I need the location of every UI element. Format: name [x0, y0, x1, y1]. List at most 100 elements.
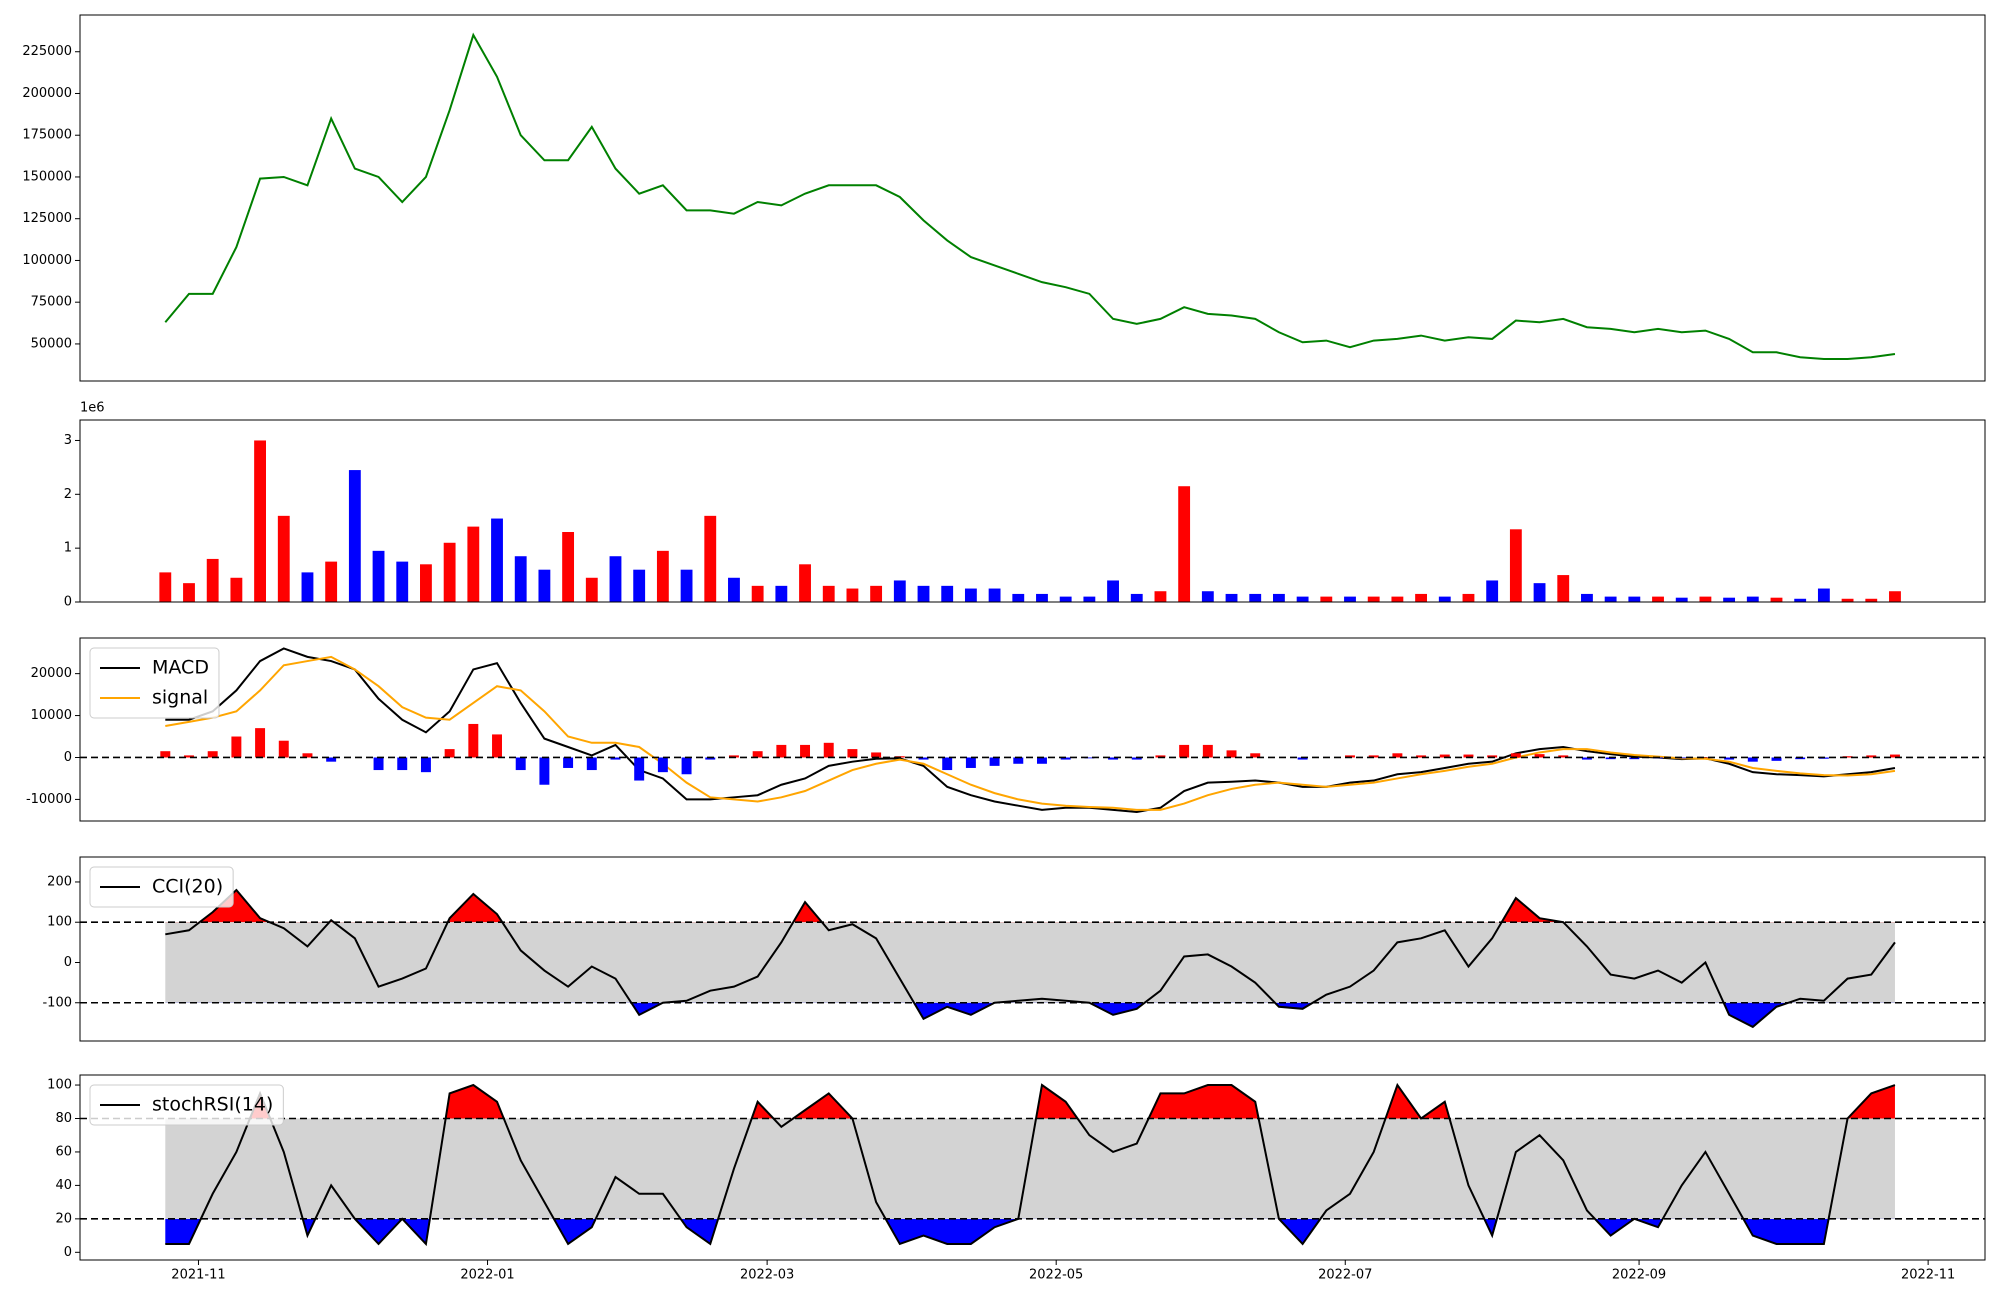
bar — [1107, 580, 1119, 602]
y-tick-label: 0 — [64, 955, 72, 970]
neutral-band — [165, 922, 1895, 1003]
bar — [1391, 596, 1404, 602]
bar — [1509, 529, 1522, 602]
bar — [491, 518, 503, 602]
axes-frame — [79, 14, 1986, 382]
bar — [539, 757, 550, 785]
legend-box — [89, 647, 220, 719]
y-tick-label: 0 — [64, 1245, 72, 1260]
bar — [1724, 757, 1735, 760]
bar — [278, 740, 289, 758]
bar — [656, 550, 669, 602]
bar — [160, 751, 171, 758]
bar — [799, 564, 811, 602]
y-tick-label: 40 — [55, 1178, 72, 1193]
bar — [964, 588, 977, 602]
bar — [372, 550, 385, 602]
bar — [1296, 596, 1309, 602]
y-tick-label: 200000 — [22, 86, 72, 101]
bar — [1675, 597, 1688, 602]
bar — [302, 753, 313, 758]
bar — [1723, 597, 1736, 602]
bar — [1889, 754, 1900, 758]
bar — [585, 577, 598, 602]
series-line — [164, 32, 1896, 360]
y-tick-label: 20 — [55, 1211, 72, 1226]
y-tick-label: -100 — [42, 995, 72, 1010]
bar — [562, 532, 575, 602]
bar — [1368, 755, 1379, 758]
bar — [610, 757, 621, 760]
y-tick-label: 1 — [64, 541, 72, 556]
bar — [1771, 757, 1782, 761]
bar — [751, 585, 764, 602]
bar — [1250, 753, 1261, 758]
bar — [1770, 597, 1783, 602]
bar — [870, 585, 883, 602]
bar — [1795, 757, 1806, 760]
bar — [776, 744, 787, 758]
bar — [1297, 757, 1308, 760]
axes-frame — [79, 856, 1986, 1042]
bar — [1108, 757, 1119, 760]
y-tick-label: 125000 — [22, 211, 72, 226]
bar — [1652, 596, 1664, 602]
bar — [1226, 750, 1237, 758]
bar — [680, 569, 693, 602]
y-tick-label: 0 — [64, 750, 72, 765]
y-tick-label: 100 — [47, 915, 72, 930]
bar — [1155, 755, 1166, 758]
bar — [822, 585, 835, 602]
above-fill — [199, 890, 1564, 923]
panel: 0 1 2 3 1e6 — [64, 401, 1986, 610]
bar — [1462, 593, 1475, 602]
bar — [1416, 755, 1427, 758]
bar — [823, 742, 834, 758]
bar — [1345, 755, 1355, 758]
bar — [1463, 754, 1474, 758]
x-tick-label: 2022-05 — [1029, 1268, 1083, 1283]
legend-label: MACD — [152, 657, 209, 679]
bar — [1060, 757, 1071, 760]
bar — [1344, 596, 1356, 602]
bar — [444, 749, 455, 758]
bar — [1794, 598, 1807, 602]
bar — [1036, 593, 1048, 602]
axis-offset-label: 1e6 — [80, 401, 105, 416]
y-tick-label: 150000 — [22, 169, 72, 184]
bar — [325, 561, 338, 602]
bar — [1202, 744, 1213, 758]
bar — [586, 757, 597, 771]
bar — [1154, 591, 1167, 602]
bar — [1629, 757, 1640, 760]
bar — [1059, 596, 1072, 602]
bar — [1438, 596, 1451, 602]
bar — [326, 757, 337, 762]
bar — [1558, 755, 1569, 758]
bar — [1746, 596, 1759, 602]
bar — [492, 734, 502, 758]
bar — [1013, 757, 1024, 764]
bar — [941, 585, 954, 602]
bar — [1557, 575, 1570, 602]
y-tick-label: 3 — [64, 433, 72, 448]
bar — [1320, 596, 1333, 602]
bar — [1415, 593, 1428, 602]
x-tick-label: 2022-01 — [460, 1268, 514, 1283]
y-tick-label: 75000 — [31, 295, 72, 310]
bar — [988, 588, 1001, 602]
bar — [704, 515, 717, 602]
bar — [1534, 754, 1545, 758]
bar — [348, 470, 361, 602]
bar — [917, 585, 930, 602]
bar — [563, 757, 574, 768]
bar — [1581, 593, 1593, 602]
bar — [515, 757, 526, 771]
bar — [752, 751, 763, 758]
bar — [1392, 753, 1403, 758]
panel: -10000 0 10000 20000 MACD signal — [26, 637, 1986, 822]
bar — [918, 757, 929, 760]
axes-frame — [79, 1074, 1986, 1261]
y-tick-label: 20000 — [31, 666, 72, 681]
